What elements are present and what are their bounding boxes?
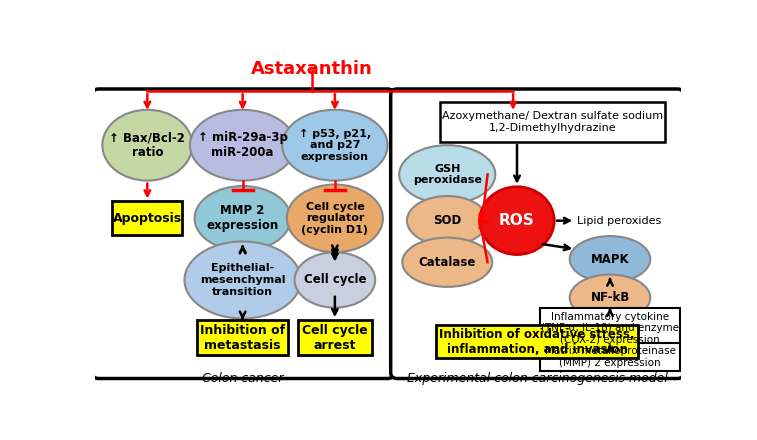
Ellipse shape bbox=[407, 196, 488, 246]
Ellipse shape bbox=[102, 110, 192, 181]
Text: Cell cycle
arrest: Cell cycle arrest bbox=[302, 324, 368, 352]
Text: SOD: SOD bbox=[433, 214, 461, 227]
Text: MMP 2
expression: MMP 2 expression bbox=[207, 204, 279, 232]
Text: Cell cycle: Cell cycle bbox=[304, 273, 366, 286]
Text: Astaxanthin: Astaxanthin bbox=[251, 60, 372, 78]
Text: Inhibition of oxidative stress,
inflammation, and invasion: Inhibition of oxidative stress, inflamma… bbox=[439, 327, 635, 356]
FancyBboxPatch shape bbox=[436, 325, 638, 359]
FancyBboxPatch shape bbox=[113, 202, 182, 235]
Ellipse shape bbox=[294, 252, 375, 308]
Text: Experimental colon carcinogenesis model: Experimental colon carcinogenesis model bbox=[407, 372, 668, 385]
Ellipse shape bbox=[402, 238, 492, 287]
Text: ROS: ROS bbox=[499, 213, 535, 228]
FancyBboxPatch shape bbox=[540, 343, 680, 371]
Text: Lipid peroxides: Lipid peroxides bbox=[577, 216, 661, 226]
FancyBboxPatch shape bbox=[391, 89, 684, 378]
Ellipse shape bbox=[190, 110, 295, 181]
Text: NF-kB: NF-kB bbox=[590, 291, 630, 304]
Text: Catalase: Catalase bbox=[419, 256, 476, 269]
Ellipse shape bbox=[570, 236, 650, 282]
Ellipse shape bbox=[287, 184, 383, 252]
Ellipse shape bbox=[185, 242, 301, 319]
Text: ↑ miR-29a-3p
miR-200a: ↑ miR-29a-3p miR-200a bbox=[198, 131, 288, 159]
Ellipse shape bbox=[399, 145, 495, 204]
FancyBboxPatch shape bbox=[441, 102, 665, 142]
Text: Inhibition of
metastasis: Inhibition of metastasis bbox=[200, 324, 285, 352]
FancyBboxPatch shape bbox=[540, 308, 680, 349]
FancyBboxPatch shape bbox=[197, 320, 288, 356]
Text: ↑ p53, p21,
and p27
expression: ↑ p53, p21, and p27 expression bbox=[299, 128, 371, 162]
FancyBboxPatch shape bbox=[298, 320, 372, 356]
Text: ↑ Bax/Bcl-2
ratio: ↑ Bax/Bcl-2 ratio bbox=[110, 131, 185, 159]
Ellipse shape bbox=[480, 187, 554, 254]
Ellipse shape bbox=[195, 186, 291, 251]
Text: Colon cancer: Colon cancer bbox=[202, 372, 283, 385]
Ellipse shape bbox=[570, 275, 650, 321]
Text: Inflammatory cytokine
(TNF-α, IL-1β) and enzyme
(COX-2) expression: Inflammatory cytokine (TNF-α, IL-1β) and… bbox=[541, 312, 679, 345]
Text: Epithelial-
mesenchymal
transition: Epithelial- mesenchymal transition bbox=[200, 264, 285, 297]
Text: Cell cycle
regulator
(cyclin D1): Cell cycle regulator (cyclin D1) bbox=[301, 202, 369, 235]
Text: GSH
peroxidase: GSH peroxidase bbox=[413, 164, 481, 185]
Ellipse shape bbox=[282, 110, 388, 181]
Text: Apoptosis: Apoptosis bbox=[113, 212, 182, 225]
FancyBboxPatch shape bbox=[92, 89, 394, 378]
Text: Azoxymethane/ Dextran sulfate sodium
1,2-Dimethylhydrazine: Azoxymethane/ Dextran sulfate sodium 1,2… bbox=[442, 111, 663, 133]
Text: MAPK: MAPK bbox=[590, 253, 629, 266]
Text: Matrix metalloproteinase
(MMP) 2 expression: Matrix metalloproteinase (MMP) 2 express… bbox=[544, 346, 675, 368]
